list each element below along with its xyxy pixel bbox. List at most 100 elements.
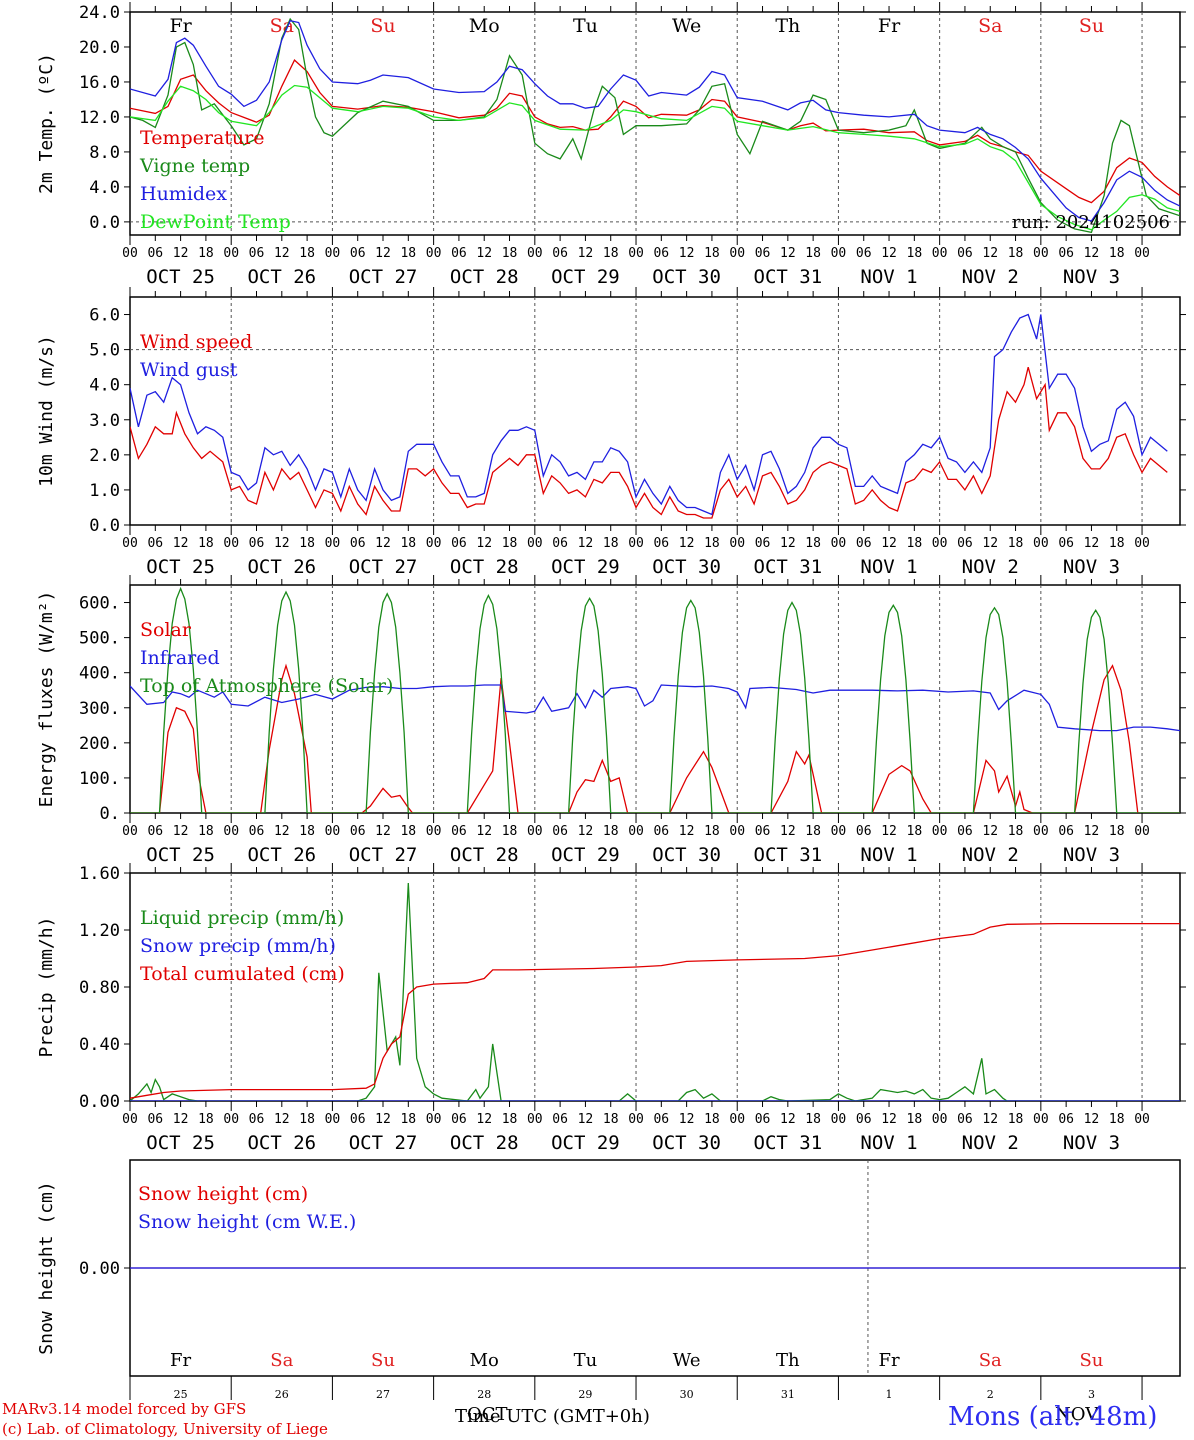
temp-y-tick-label: 0.0 xyxy=(89,213,120,233)
wind-y-axis-label: 10m Wind (m/s) xyxy=(36,335,57,487)
temp-y-tick-label: 16.0 xyxy=(79,73,120,93)
precip-legend-entry: Snow precip (mm/h) xyxy=(140,935,336,957)
energy-x-hour-label: 06 xyxy=(350,824,366,839)
temp-series-humidex xyxy=(130,19,1180,222)
wind-x-hour-label: 06 xyxy=(350,536,366,551)
snow-y-tick-label: 0.00 xyxy=(79,1259,120,1279)
precip-x-hour-label: 18 xyxy=(805,1112,821,1127)
temp-x-hour-label: 18 xyxy=(1109,246,1125,261)
wind-x-hour-label: 18 xyxy=(907,536,923,551)
wind-x-hour-label: 00 xyxy=(628,536,644,551)
energy-y-axis-label: Energy fluxes (W/m²) xyxy=(36,591,57,808)
precip-legend-entry: Total cumulated (cm) xyxy=(140,963,345,985)
temp-x-hour-label: 18 xyxy=(603,246,619,261)
month-label-nov: NOV xyxy=(1055,1404,1099,1425)
energy-y-tick-label: 0. xyxy=(100,804,120,824)
precip-x-hour-label: 18 xyxy=(907,1112,923,1127)
temp-x-hour-label: 00 xyxy=(932,246,948,261)
precip-y-tick-label: 0.40 xyxy=(79,1035,120,1055)
energy-x-hour-label: 12 xyxy=(375,824,391,839)
temp-x-hour-label: 12 xyxy=(982,246,998,261)
energy-x-hour-label: 00 xyxy=(1134,824,1150,839)
temp-x-hour-label: 00 xyxy=(1134,246,1150,261)
precip-x-hour-label: 06 xyxy=(147,1112,163,1127)
wind-x-hour-label: 12 xyxy=(375,536,391,551)
energy-x-hour-label: 00 xyxy=(122,824,138,839)
temp-x-date-label: NOV 2 xyxy=(962,266,1019,288)
energy-x-hour-label: 00 xyxy=(831,824,847,839)
snow-weekday-label: Th xyxy=(776,1350,800,1371)
temp-y-tick-label: 8.0 xyxy=(89,143,120,163)
snow-date-label: 31 xyxy=(781,1388,795,1401)
credit-line-2: (c) Lab. of Climatology, University of L… xyxy=(2,1420,328,1438)
credit-line-1: MARv3.14 model forced by GFS xyxy=(2,1400,247,1418)
precip-x-hour-label: 06 xyxy=(653,1112,669,1127)
energy-x-date-label: OCT 27 xyxy=(349,844,418,866)
snow-date-label: 30 xyxy=(680,1388,694,1401)
energy-x-hour-label: 06 xyxy=(653,824,669,839)
energy-x-hour-label: 12 xyxy=(982,824,998,839)
precip-x-hour-label: 00 xyxy=(122,1112,138,1127)
energy-y-tick-label: 600. xyxy=(79,594,120,614)
temp-legend-entry: Temperature xyxy=(140,127,264,149)
precip-x-hour-label: 06 xyxy=(451,1112,467,1127)
energy-x-hour-label: 18 xyxy=(400,824,416,839)
energy-x-hour-label: 12 xyxy=(881,824,897,839)
temp-x-hour-label: 06 xyxy=(755,246,771,261)
precip-x-hour-label: 18 xyxy=(198,1112,214,1127)
wind-x-hour-label: 18 xyxy=(1109,536,1125,551)
wind-x-hour-label: 06 xyxy=(249,536,265,551)
panel-energy: 0. 100. 200. 300. 400. 500. 600. Energy fluxes … xyxy=(36,575,1186,866)
energy-x-hour-label: 12 xyxy=(274,824,290,839)
snow-weekday-label: Sa xyxy=(979,1350,1002,1371)
temp-x-hour-label: 18 xyxy=(805,246,821,261)
wind-x-date-label: OCT 26 xyxy=(247,556,316,578)
precip-x-hour-label: 18 xyxy=(502,1112,518,1127)
energy-legend-entry: Top of Atmosphere (Solar) xyxy=(140,675,393,697)
energy-x-hour-label: 00 xyxy=(223,824,239,839)
temp-legend-entry: Humidex xyxy=(140,183,227,205)
precip-series-total-cumulated-cm- xyxy=(130,922,1180,1099)
temp-x-hour-label: 12 xyxy=(679,246,695,261)
temp-x-hour-label: 18 xyxy=(400,246,416,261)
wind-y-tick-label: 2.0 xyxy=(89,446,120,466)
temp-x-hour-label: 18 xyxy=(704,246,720,261)
temp-x-hour-label: 06 xyxy=(957,246,973,261)
energy-x-hour-label: 18 xyxy=(299,824,315,839)
wind-x-hour-label: 12 xyxy=(780,536,796,551)
temp-x-hour-label: 06 xyxy=(856,246,872,261)
temp-y-tick-label: 24.0 xyxy=(79,3,120,23)
precip-x-hour-label: 18 xyxy=(1109,1112,1125,1127)
energy-legend-entry: Solar xyxy=(140,619,192,641)
station-label: Mons (alt. 48m) xyxy=(948,1402,1158,1432)
snow-y-axis-label: Snow height (cm) xyxy=(36,1181,57,1354)
energy-legend-entry: Infrared xyxy=(140,647,220,669)
precip-x-hour-label: 00 xyxy=(628,1112,644,1127)
energy-y-tick-label: 400. xyxy=(79,664,120,684)
weekday-label: Sa xyxy=(270,15,294,37)
wind-x-hour-label: 00 xyxy=(223,536,239,551)
energy-x-hour-label: 18 xyxy=(805,824,821,839)
precip-x-hour-label: 00 xyxy=(1033,1112,1049,1127)
wind-x-hour-label: 06 xyxy=(755,536,771,551)
precip-x-hour-label: 00 xyxy=(527,1112,543,1127)
energy-x-hour-label: 00 xyxy=(426,824,442,839)
temp-x-hour-label: 00 xyxy=(426,246,442,261)
precip-x-date-label: NOV 1 xyxy=(860,1132,917,1154)
energy-y-tick-label: 300. xyxy=(79,699,120,719)
wind-x-hour-label: 06 xyxy=(552,536,568,551)
temp-x-hour-label: 06 xyxy=(147,246,163,261)
temp-x-hour-label: 00 xyxy=(325,246,341,261)
temp-x-hour-label: 00 xyxy=(1033,246,1049,261)
wind-x-hour-label: 18 xyxy=(1008,536,1024,551)
snow-date-label: 2 xyxy=(987,1388,994,1401)
wind-series-wind-gust xyxy=(130,313,1168,516)
wind-x-hour-label: 06 xyxy=(957,536,973,551)
temp-x-date-label: OCT 29 xyxy=(551,266,620,288)
wind-x-date-label: OCT 31 xyxy=(754,556,823,578)
precip-x-date-label: OCT 26 xyxy=(247,1132,316,1154)
wind-x-hour-label: 12 xyxy=(173,536,189,551)
energy-series-group xyxy=(130,586,1180,813)
wind-x-hour-label: 00 xyxy=(932,536,948,551)
precip-x-hour-label: 12 xyxy=(679,1112,695,1127)
